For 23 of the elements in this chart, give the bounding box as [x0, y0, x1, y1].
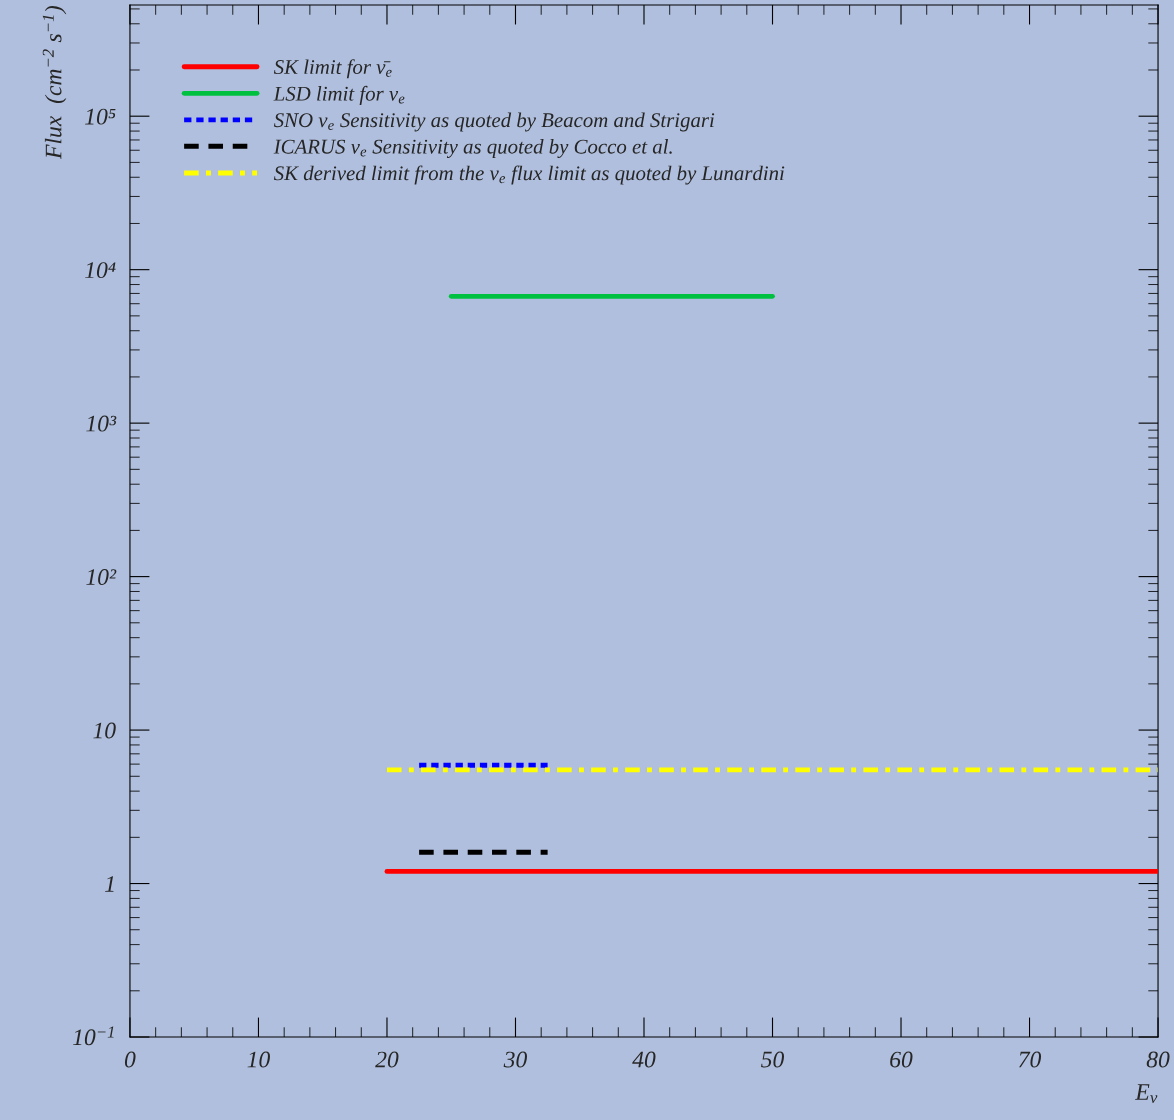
x-tick-label: 10 — [247, 1051, 270, 1068]
y-tick-label: 10$^{−1}$ — [73, 1026, 114, 1046]
y-axis-title: Flux (cm$^{−2}$ s$^{−1}$) — [42, 5, 67, 160]
y-tick-label: 10 — [93, 722, 116, 739]
x-axis-title: E$_{ν}$ — [1135, 1084, 1158, 1104]
x-tick-label: 60 — [890, 1051, 913, 1068]
legend-label: ICARUS ν$_{e}$ Sensitivity as quoted by Cocco et al. — [273, 139, 672, 158]
x-tick-label: 50 — [761, 1051, 785, 1068]
legend-label: SK limit for ν̄$_{e}$ — [273, 59, 392, 79]
x-tick-label: 30 — [503, 1051, 527, 1068]
x-tick-label: 20 — [375, 1051, 399, 1068]
x-tick-label: 80 — [1146, 1051, 1170, 1068]
y-tick-label: 10⁵ — [85, 108, 116, 125]
x-tick-label: 0 — [124, 1051, 136, 1068]
y-tick-label: 10³ — [86, 415, 117, 432]
y-tick-label: 10⁴ — [85, 262, 116, 279]
legend-label: SK derived limit from the ν$_{e}$ flux limit as quoted by Lunardini — [273, 165, 785, 185]
y-tick-label: 10² — [86, 569, 117, 586]
x-tick-label: 70 — [1019, 1051, 1042, 1068]
legend-label: SNO ν$_{e}$ Sensitivity as quoted by Beacom and Strigari — [273, 112, 715, 132]
x-tick-label: 40 — [632, 1051, 656, 1068]
legend-label: LSD limit for ν$_{e}$ — [273, 85, 405, 105]
y-tick-label: 1 — [105, 876, 114, 892]
